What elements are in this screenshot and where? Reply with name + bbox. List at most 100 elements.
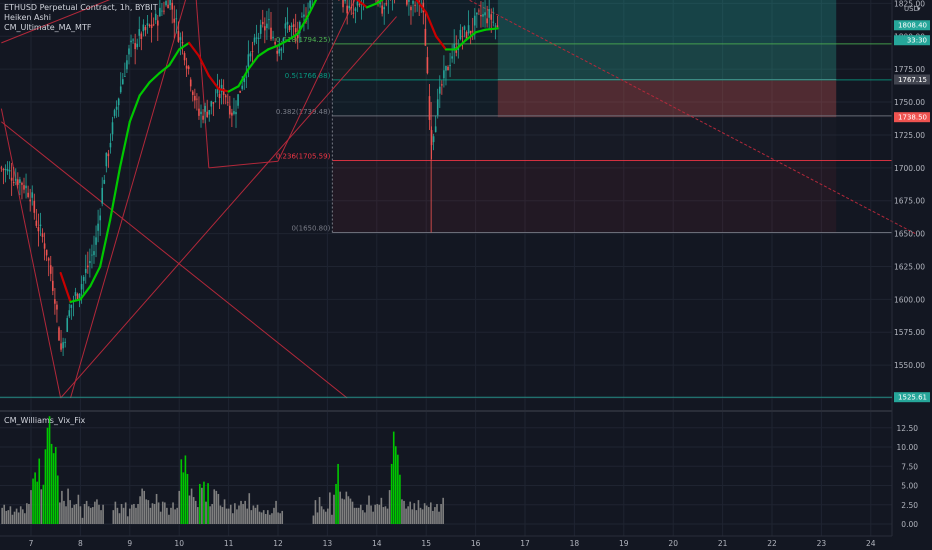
- vix-bar: [380, 497, 383, 524]
- candle-body: [109, 142, 112, 148]
- ma-segment: [306, 0, 318, 18]
- price-tag-label: 33:30: [907, 37, 927, 45]
- vix-bar: [194, 500, 197, 524]
- candle-body: [173, 18, 176, 23]
- vix-fix-bars: [1, 416, 444, 524]
- vix-tick-label: 5.00: [901, 482, 918, 491]
- vix-bar: [159, 511, 162, 524]
- candle-body: [45, 249, 48, 256]
- vix-bar: [24, 513, 26, 524]
- vix-bar: [219, 505, 222, 524]
- price-tick-label: 1700.00: [894, 164, 925, 173]
- vix-bar: [69, 500, 71, 524]
- trend-line[interactable]: [1, 0, 396, 44]
- vix-bar: [7, 510, 10, 524]
- candle-body: [434, 126, 437, 133]
- candle-body: [249, 53, 252, 57]
- candle-body: [301, 16, 303, 18]
- candle-body: [461, 35, 464, 37]
- ma-segment: [69, 298, 82, 304]
- vix-bar: [192, 497, 195, 524]
- symbol-title[interactable]: ETHUSD Perpetual Contract, 1h, BYBIT: [4, 3, 158, 12]
- loss-zone[interactable]: [497, 79, 837, 118]
- chart-style-label[interactable]: Heiken Ashi: [4, 13, 51, 22]
- ma-segment: [276, 39, 289, 47]
- vix-bar: [442, 497, 444, 524]
- candle-body: [467, 25, 470, 34]
- candle-body: [29, 199, 31, 202]
- price-tag-label: 1767.15: [898, 76, 927, 84]
- candle-body: [410, 6, 412, 11]
- candle-body: [54, 299, 56, 304]
- candle-body: [167, 4, 169, 9]
- vix-bar: [15, 508, 18, 524]
- price-tick-label: 1725.00: [894, 131, 925, 140]
- vix-bar: [145, 499, 148, 524]
- candle-body: [224, 95, 227, 98]
- candle-body: [27, 192, 29, 197]
- candle-body: [247, 54, 250, 67]
- vix-bar: [124, 502, 127, 524]
- candle-body: [68, 310, 71, 317]
- candle-body: [76, 293, 79, 300]
- ma-segment: [217, 87, 230, 93]
- currency-label[interactable]: USD: [904, 5, 919, 13]
- candle-body: [152, 24, 155, 26]
- vix-fix-title[interactable]: CM_Williams_Vix_Fix: [4, 416, 86, 425]
- price-tag: [894, 74, 930, 85]
- fib-level-label: 0.618(1794.25): [276, 36, 331, 44]
- trend-line[interactable]: [1, 121, 348, 399]
- vix-bar: [376, 503, 379, 524]
- candle-body: [490, 14, 493, 20]
- fib-zone: [332, 0, 837, 44]
- indicator-label[interactable]: CM_Ultimate_MA_MTF: [4, 23, 92, 32]
- vix-bar: [52, 453, 55, 524]
- time-tick-label: 10: [174, 539, 184, 548]
- ma-segment: [484, 27, 499, 31]
- candle-body: [494, 25, 497, 27]
- long-position-tool[interactable]: [497, 0, 837, 118]
- candle-body: [191, 91, 194, 95]
- candle-body: [385, 3, 388, 5]
- candle-body: [344, 0, 346, 2]
- fib-zone: [332, 115, 837, 161]
- candle-body: [41, 233, 44, 237]
- trend-line[interactable]: [70, 0, 195, 399]
- ma-segment: [227, 85, 240, 93]
- vix-bar: [234, 503, 236, 524]
- candle-body: [212, 102, 215, 104]
- vix-bar: [153, 503, 156, 524]
- trend-line[interactable]: [208, 160, 279, 169]
- candle-body: [6, 169, 9, 172]
- chevron-down-icon[interactable]: ▾: [917, 5, 921, 13]
- vix-bar: [149, 507, 152, 524]
- candle-body: [78, 293, 81, 298]
- vix-bar: [312, 515, 315, 524]
- fib-retracement[interactable]: 1.618(2026.42)1(1882.95)0.786(1833.27)0.…: [276, 0, 892, 234]
- trend-lines[interactable]: [0, 0, 916, 399]
- profit-zone[interactable]: [497, 0, 837, 80]
- chart-legend: ETHUSD Perpetual Contract, 1h, BYBIT Hei…: [4, 3, 158, 33]
- price-tick-label: 1825.00: [894, 0, 925, 8]
- candle-body: [175, 18, 178, 20]
- vix-bar: [227, 508, 230, 524]
- price-tick-label: 1750.00: [894, 98, 925, 107]
- vix-bar: [399, 474, 401, 524]
- vix-bar: [244, 500, 246, 524]
- price-tag: [894, 20, 930, 31]
- trend-line[interactable]: [60, 16, 397, 399]
- vix-bar: [196, 507, 199, 524]
- trend-line[interactable]: [277, 0, 372, 162]
- candle-body: [82, 276, 85, 281]
- candle-body: [159, 7, 161, 17]
- vix-bar: [21, 509, 24, 524]
- vix-bar: [262, 510, 265, 524]
- trend-line[interactable]: [0, 108, 62, 399]
- candle-body: [200, 111, 202, 115]
- candle-body: [23, 185, 25, 190]
- vix-bar: [178, 490, 181, 524]
- candle-body: [348, 5, 351, 9]
- trend-line[interactable]: [194, 0, 210, 168]
- ma-segment: [108, 166, 122, 222]
